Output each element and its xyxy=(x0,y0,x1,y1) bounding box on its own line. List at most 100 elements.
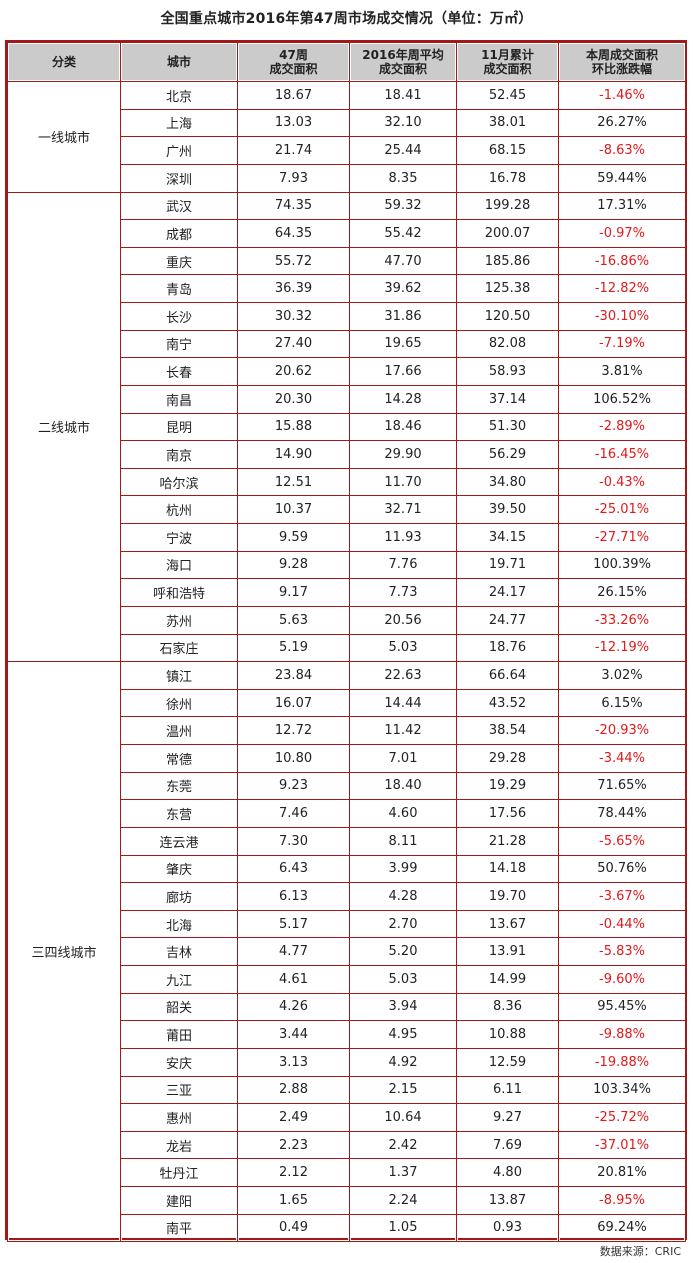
week47-cell: 5.63 xyxy=(237,605,350,635)
city-cell: 哈尔滨 xyxy=(120,467,238,497)
nov-total-cell: 38.01 xyxy=(456,108,559,138)
table-row: 莆田 3.44 4.95 10.88 -9.88% xyxy=(8,1020,686,1049)
city-cell: 宁波 xyxy=(120,523,238,552)
week47-cell: 10.80 xyxy=(237,744,350,773)
week47-cell: 13.03 xyxy=(237,108,350,138)
avg2016-cell: 2.42 xyxy=(349,1130,457,1160)
avg2016-cell: 18.40 xyxy=(349,771,457,801)
city-cell: 重庆 xyxy=(120,246,238,276)
city-cell: 惠州 xyxy=(120,1103,238,1132)
nov-total-cell: 56.29 xyxy=(456,440,559,469)
table-row: 哈尔滨 12.51 11.70 34.80 -0.43% xyxy=(8,467,686,497)
header-nov-total: 11月累计 成交面积 xyxy=(456,42,559,82)
week47-cell: 2.23 xyxy=(237,1130,350,1160)
table-row: 温州 12.72 11.42 38.54 -20.93% xyxy=(8,716,686,745)
change-cell: 26.27% xyxy=(558,108,686,138)
nov-total-cell: 82.08 xyxy=(456,329,559,359)
change-cell: -0.97% xyxy=(558,219,686,248)
week47-cell: 9.23 xyxy=(237,771,350,801)
header-category: 分类 xyxy=(7,42,121,82)
nov-total-cell: 19.70 xyxy=(456,882,559,911)
city-cell: 龙岩 xyxy=(120,1130,238,1160)
table-row: 三亚 2.88 2.15 6.11 103.34% xyxy=(8,1075,686,1105)
change-cell: -19.88% xyxy=(558,1047,686,1077)
nov-total-cell: 7.69 xyxy=(456,1130,559,1160)
nov-total-cell: 24.77 xyxy=(456,605,559,635)
table-row: 宁波 9.59 11.93 34.15 -27.71% xyxy=(8,523,686,552)
nov-total-cell: 24.17 xyxy=(456,578,559,607)
change-cell: -8.95% xyxy=(558,1186,686,1215)
city-cell: 廊坊 xyxy=(120,882,238,911)
city-cell: 深圳 xyxy=(120,163,238,193)
table-row: 呼和浩特 9.17 7.73 24.17 26.15% xyxy=(8,578,686,607)
avg2016-cell: 3.94 xyxy=(349,992,457,1022)
avg2016-cell: 5.20 xyxy=(349,937,457,966)
avg2016-cell: 3.99 xyxy=(349,854,457,884)
city-cell: 吉林 xyxy=(120,937,238,966)
week47-cell: 2.88 xyxy=(237,1075,350,1105)
week47-cell: 20.30 xyxy=(237,384,350,414)
avg2016-cell: 18.46 xyxy=(349,412,457,442)
avg2016-cell: 2.70 xyxy=(349,909,457,939)
avg2016-cell: 59.32 xyxy=(349,191,457,221)
table-row: 海口 9.28 7.76 19.71 100.39% xyxy=(8,550,686,580)
table-row: 二线城市 武汉 74.35 59.32 199.28 17.31% xyxy=(7,191,686,663)
week47-cell: 4.61 xyxy=(237,965,350,994)
city-cell: 昆明 xyxy=(120,412,238,442)
avg2016-cell: 55.42 xyxy=(349,219,457,248)
table-row: 深圳 7.93 8.35 16.78 59.44% xyxy=(8,163,686,193)
nov-total-cell: 37.14 xyxy=(456,384,559,414)
city-cell: 上海 xyxy=(120,108,238,138)
nov-total-cell: 6.11 xyxy=(456,1075,559,1105)
header-city: 城市 xyxy=(120,42,238,82)
nov-total-cell: 13.87 xyxy=(456,1186,559,1215)
city-cell: 苏州 xyxy=(120,605,238,635)
nov-total-cell: 8.36 xyxy=(456,992,559,1022)
header-avg2016: 2016年周平均 成交面积 xyxy=(349,42,457,82)
week47-cell: 16.07 xyxy=(237,688,350,718)
change-cell: 50.76% xyxy=(558,854,686,884)
change-cell: -27.71% xyxy=(558,523,686,552)
category-cell: 三四线城市 xyxy=(7,661,121,1243)
header-row: 分类 城市 47周 成交面积 2016年周平均 成交面积 11月累计 成交面积 本周成… xyxy=(7,42,686,82)
nov-total-cell: 13.67 xyxy=(456,909,559,939)
week47-cell: 12.51 xyxy=(237,467,350,497)
table-row: 廊坊 6.13 4.28 19.70 -3.67% xyxy=(8,882,686,911)
avg2016-cell: 47.70 xyxy=(349,246,457,276)
table-row: 三四线城市 镇江 23.84 22.63 66.64 3.02% xyxy=(7,661,686,1243)
change-cell: -8.63% xyxy=(558,136,686,165)
table-row: 肇庆 6.43 3.99 14.18 50.76% xyxy=(8,854,686,884)
avg2016-cell: 2.24 xyxy=(349,1186,457,1215)
week47-cell: 6.43 xyxy=(237,854,350,884)
category-cell: 一线城市 xyxy=(7,81,121,193)
week47-cell: 4.26 xyxy=(237,992,350,1022)
city-cell: 北海 xyxy=(120,909,238,939)
city-cell: 牡丹江 xyxy=(120,1158,238,1187)
change-cell: 71.65% xyxy=(558,771,686,801)
nov-total-cell: 66.64 xyxy=(456,661,559,690)
nov-total-cell: 34.80 xyxy=(456,467,559,497)
table-row: 南宁 27.40 19.65 82.08 -7.19% xyxy=(8,329,686,359)
nov-total-cell: 13.91 xyxy=(456,937,559,966)
city-cell: 呼和浩特 xyxy=(120,578,238,607)
change-cell: -12.19% xyxy=(558,633,686,663)
avg2016-cell: 14.44 xyxy=(349,688,457,718)
avg2016-cell: 7.76 xyxy=(349,550,457,580)
nov-total-cell: 19.71 xyxy=(456,550,559,580)
avg2016-cell: 4.92 xyxy=(349,1047,457,1077)
change-cell: -2.89% xyxy=(558,412,686,442)
table-row: 上海 13.03 32.10 38.01 26.27% xyxy=(8,108,686,138)
avg2016-cell: 5.03 xyxy=(349,633,457,663)
avg2016-cell: 11.70 xyxy=(349,467,457,497)
city-cell: 韶关 xyxy=(120,992,238,1022)
city-cell: 镇江 xyxy=(120,661,238,690)
city-cell: 东营 xyxy=(120,799,238,828)
week47-cell: 9.59 xyxy=(237,523,350,552)
city-cell: 温州 xyxy=(120,716,238,745)
avg2016-cell: 39.62 xyxy=(349,274,457,303)
city-cell: 南京 xyxy=(120,440,238,469)
change-cell: 78.44% xyxy=(558,799,686,828)
avg2016-cell: 29.90 xyxy=(349,440,457,469)
change-cell: -3.67% xyxy=(558,882,686,911)
week47-cell: 0.49 xyxy=(237,1213,350,1243)
